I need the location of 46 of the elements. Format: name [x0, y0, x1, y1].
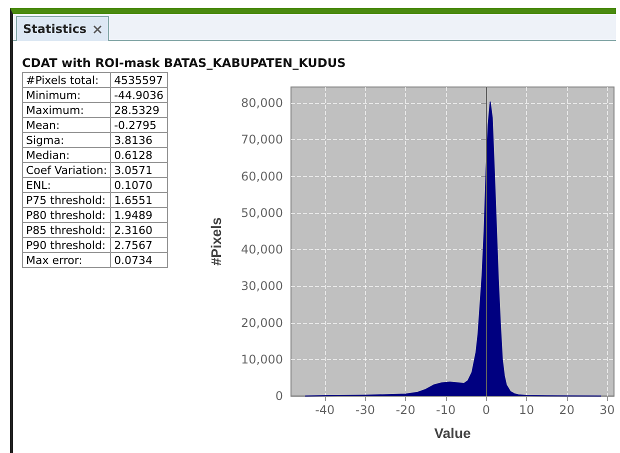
- text: 2.7567: [110, 238, 168, 252]
- text: 3.8136: [110, 132, 168, 148]
- text: 4535597: [110, 72, 168, 88]
- y-tick-label: 70,000: [241, 132, 283, 147]
- x-tick-label: -40: [315, 403, 335, 417]
- y-tick-label: 50,000: [241, 206, 283, 220]
- text: Mean:: [22, 118, 111, 132]
- x-tick-label: 10: [518, 403, 534, 417]
- x-tick-label: 30: [600, 403, 615, 417]
- y-tick-label: 80,000: [241, 96, 283, 110]
- text: Median:: [22, 148, 111, 162]
- text: -0.2795: [110, 118, 168, 132]
- text: Coef Variation:: [22, 162, 111, 178]
- y-tick-label: 60,000: [241, 169, 283, 184]
- text: 1.9489: [110, 208, 168, 222]
- text: Max error:: [22, 252, 111, 268]
- text: 0.1070: [110, 178, 168, 192]
- x-tick-label: -30: [355, 403, 375, 417]
- x-tick-label: 20: [559, 403, 574, 417]
- x-axis-title: Value: [434, 425, 471, 441]
- y-tick-label: 30,000: [241, 279, 283, 294]
- text: 0.6128: [110, 148, 168, 162]
- y-axis-title: #Pixels: [208, 217, 224, 266]
- x-tick-label: 0: [482, 403, 490, 417]
- text: -44.9036: [110, 88, 168, 102]
- text: P90 threshold:: [22, 238, 111, 252]
- text: 28.5329: [110, 102, 168, 118]
- text: P75 threshold:: [22, 192, 111, 208]
- text: CDAT with ROI-mask BATAS_KABUPATEN_KUDUS: [22, 56, 346, 70]
- text: 3.0571: [110, 162, 168, 178]
- y-tick-label: 40,000: [241, 242, 283, 257]
- y-tick-label: 20,000: [241, 316, 283, 330]
- text: 0.0734: [110, 252, 168, 268]
- text: Sigma:: [22, 132, 111, 148]
- text: Minimum:: [22, 88, 111, 102]
- y-tick-label: 0: [275, 389, 283, 403]
- y-tick-label: 10,000: [241, 352, 283, 366]
- x-tick-label: -10: [436, 403, 456, 417]
- text: P80 threshold:: [22, 208, 111, 222]
- x-tick-label: -20: [396, 403, 416, 417]
- text: #Pixels total:: [22, 72, 111, 88]
- text: P85 threshold:: [22, 222, 111, 238]
- text: 1.6551: [110, 192, 168, 208]
- text: Maximum:: [22, 102, 111, 118]
- text: ENL:: [22, 178, 111, 192]
- text: 2.3160: [110, 222, 168, 238]
